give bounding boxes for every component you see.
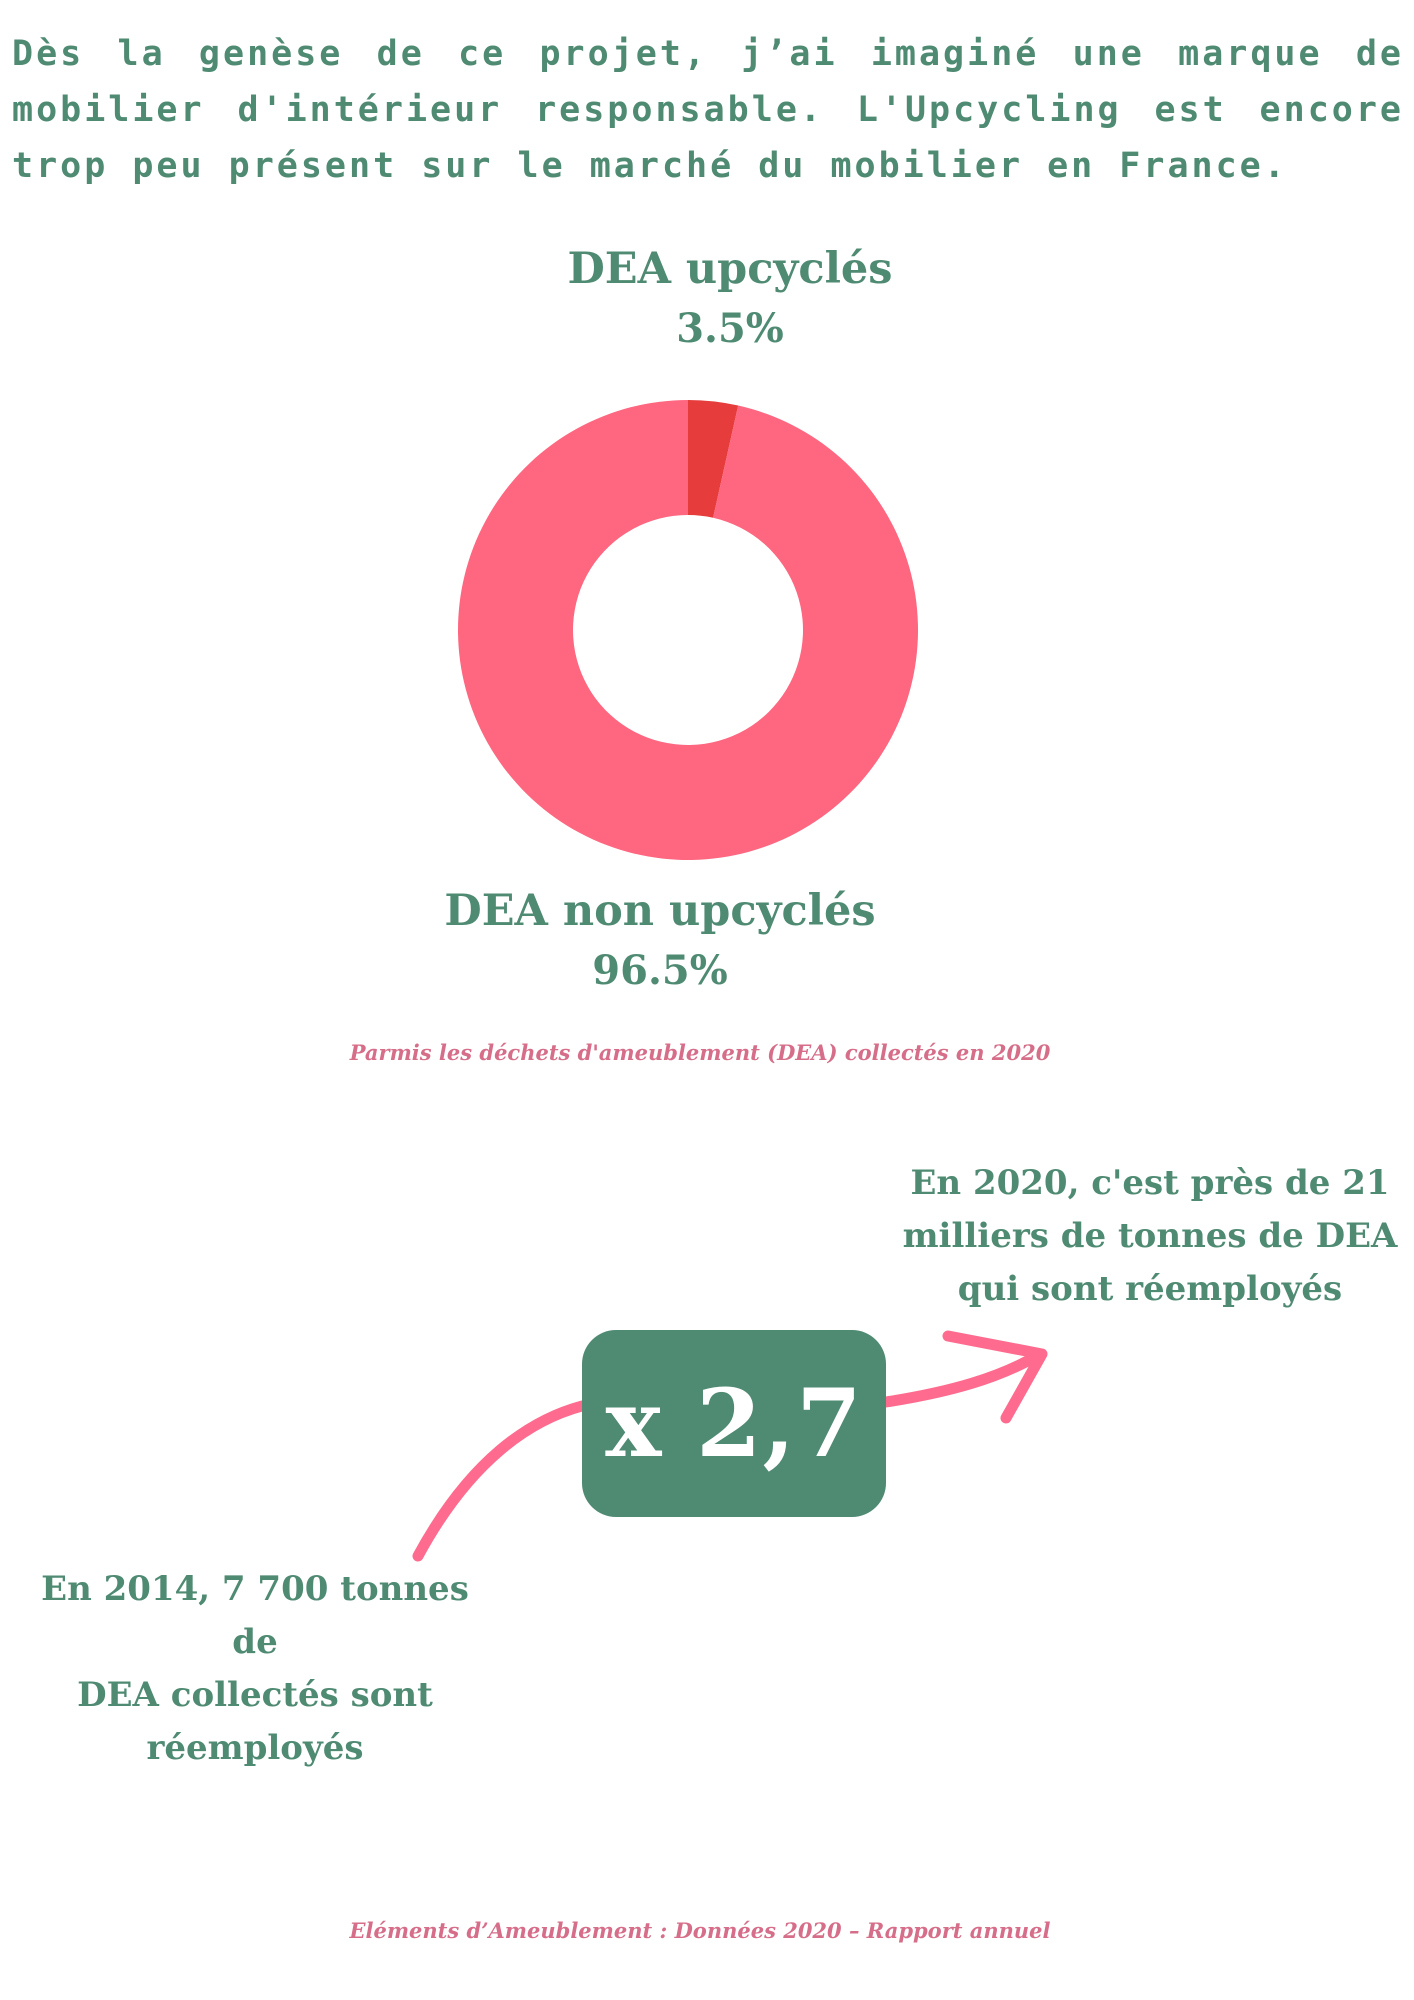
upcycled-slice-value: 3.5% (676, 305, 784, 352)
growth-arrow-curve (412, 1348, 1046, 1562)
stat-2014: En 2014, 7 700 tonnes de DEA collectés s… (20, 1563, 490, 1775)
stat-2020-line: milliers de tonnes de DEA (902, 1216, 1398, 1256)
chart-caption: Parmis les déchets d'ameublement (DEA) c… (349, 1040, 1051, 1065)
stat-2020-line: qui sont réemployés (957, 1269, 1343, 1309)
non-upcycled-slice-value: 96.5% (592, 947, 728, 994)
multiplier-value: x 2,7 (605, 1368, 863, 1479)
upcycled-slice-name: DEA upcyclés (567, 244, 893, 294)
non-upcycled-slice-name: DEA non upcyclés (444, 886, 876, 936)
donut-slice-non-upcycled (458, 400, 918, 860)
multiplier-badge: x 2,7 (582, 1330, 886, 1517)
stat-2020: En 2020, c'est près de 21 milliers de to… (900, 1157, 1400, 1316)
growth-arrow-head (942, 1330, 1048, 1424)
intro-paragraph: Dès la genèse de ce projet, j’ai imaginé… (12, 34, 1404, 186)
upcycled-slice-label: DEA upcyclés 3.5% (530, 240, 930, 360)
stat-2014-line: DEA collectés sont (77, 1675, 433, 1715)
stat-2014-line: En 2014, 7 700 tonnes de (41, 1569, 469, 1662)
stat-2020-line: En 2020, c'est près de 21 (910, 1163, 1390, 1203)
source-citation: Eléments d’Ameublement : Données 2020 – … (349, 1918, 1051, 1943)
donut-slice-upcycled (688, 400, 739, 518)
stat-2014-line: réemployés (146, 1728, 364, 1768)
non-upcycled-slice-label: DEA non upcyclés 96.5% (400, 882, 920, 1002)
donut-chart (458, 400, 918, 860)
